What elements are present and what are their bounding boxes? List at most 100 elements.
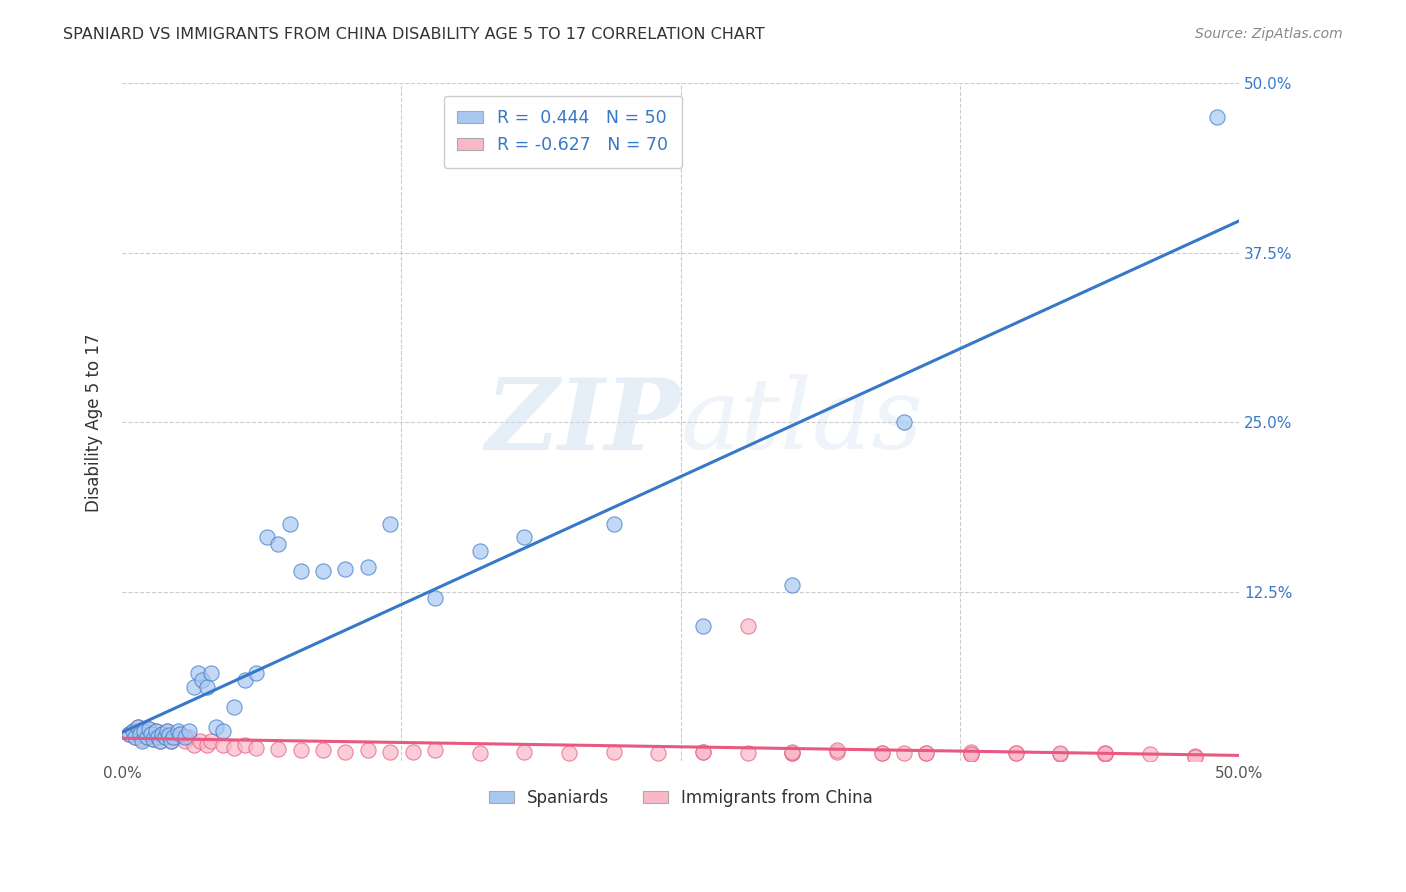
Point [692,745,714,759]
Y-axis label: Disability Age 5 to 17: Disability Age 5 to 17 [86,333,103,511]
Point [692,618,714,632]
Point [149,733,172,747]
Point [138,722,160,736]
Point [602,745,624,759]
Point [139,727,162,741]
Point [146,730,169,744]
Point [468,544,491,558]
Point [200,665,222,680]
Point [169,727,191,741]
Point [146,730,169,744]
Point [915,746,938,760]
Point [142,732,165,747]
Point [150,727,173,741]
Point [222,740,245,755]
Point [211,738,233,752]
Point [960,747,983,762]
Point [138,722,160,736]
Point [1094,746,1116,760]
Point [1004,746,1026,760]
Point [153,730,176,744]
Point [782,746,804,760]
Point [183,738,205,752]
Point [960,747,983,762]
Point [188,733,211,747]
Point [156,724,179,739]
Point [312,743,335,757]
Point [335,745,357,759]
Text: SPANIARD VS IMMIGRANTS FROM CHINA DISABILITY AGE 5 TO 17 CORRELATION CHART: SPANIARD VS IMMIGRANTS FROM CHINA DISABI… [63,27,765,42]
Point [870,746,893,760]
Point [160,733,183,747]
Point [145,724,167,739]
Point [870,746,893,760]
Text: atlas: atlas [681,375,924,470]
Point [173,733,195,747]
Point [122,724,145,739]
Point [380,516,402,531]
Point [782,745,804,759]
Point [167,724,190,739]
Point [380,745,402,759]
Point [602,516,624,531]
Point [211,724,233,739]
Point [267,537,290,551]
Point [129,727,152,741]
Point [145,724,167,739]
Point [135,730,157,744]
Point [915,746,938,760]
Point [647,746,669,760]
Point [423,591,446,606]
Text: ZIP: ZIP [485,374,681,470]
Legend: Spaniards, Immigrants from China: Spaniards, Immigrants from China [482,782,879,814]
Point [233,738,256,752]
Point [222,699,245,714]
Point [187,665,209,680]
Point [139,727,162,741]
Point [200,733,222,747]
Point [177,730,200,744]
Point [692,745,714,759]
Point [195,738,218,752]
Point [157,728,180,742]
Point [165,730,187,744]
Point [1184,748,1206,763]
Point [233,673,256,687]
Point [245,740,267,755]
Point [156,724,179,739]
Point [150,727,173,741]
Point [401,745,423,759]
Point [267,742,290,756]
Point [1094,747,1116,762]
Point [960,745,983,759]
Point [122,724,145,739]
Point [245,665,267,680]
Text: Source: ZipAtlas.com: Source: ZipAtlas.com [1195,27,1343,41]
Point [191,673,214,687]
Point [134,724,156,739]
Point [142,732,165,747]
Point [782,746,804,760]
Point [205,720,228,734]
Point [737,746,759,760]
Point [129,727,152,741]
Point [1184,750,1206,764]
Point [124,730,146,744]
Point [149,733,172,747]
Point [513,531,536,545]
Point [357,743,380,757]
Point [173,730,195,744]
Point [893,746,915,760]
Point [1049,746,1071,760]
Point [135,730,157,744]
Point [131,733,153,747]
Point [335,561,357,575]
Point [131,732,153,747]
Point [1094,746,1116,760]
Point [160,733,183,747]
Point [183,680,205,694]
Point [118,727,141,741]
Point [278,516,301,531]
Point [177,724,200,739]
Point [737,618,759,632]
